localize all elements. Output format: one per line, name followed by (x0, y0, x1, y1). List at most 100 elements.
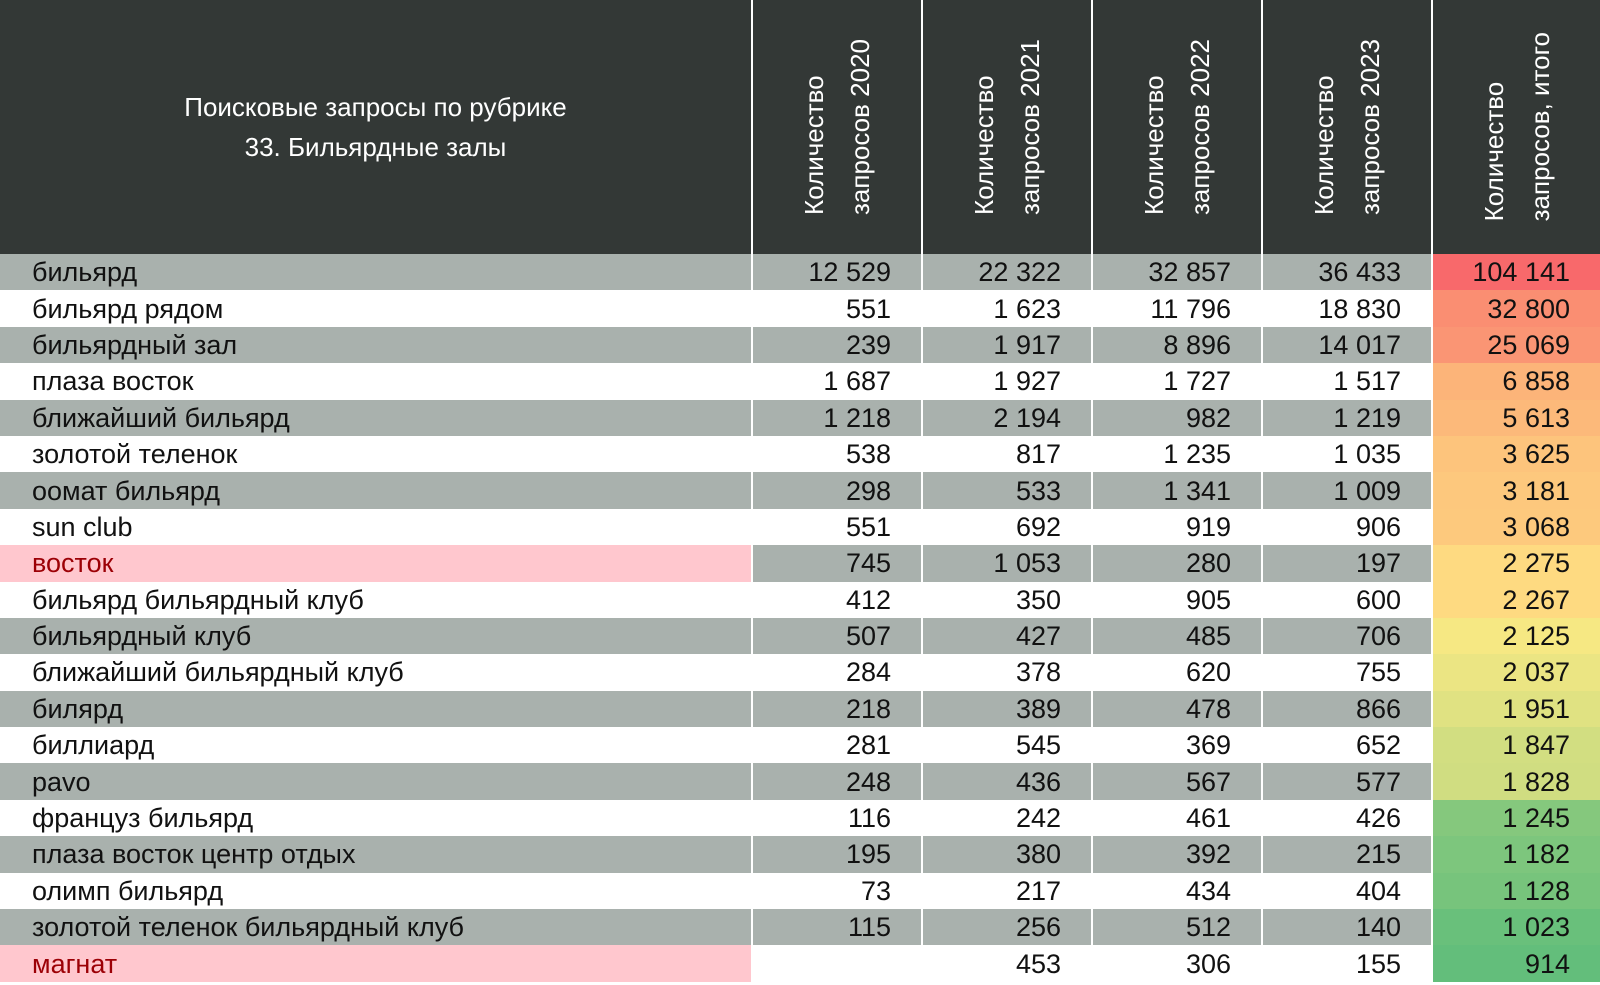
count-2021-cell: 256 (922, 909, 1093, 946)
count-2023-cell: 1 517 (1262, 363, 1433, 400)
count-2021-cell: 378 (922, 654, 1093, 691)
count-2020-cell: 507 (752, 617, 923, 655)
column-header-2022-line-2: запросов 2022 (1185, 38, 1215, 215)
count-2020-cell: 745 (752, 545, 923, 582)
count-2022-cell: 32 857 (1092, 254, 1263, 291)
column-header-2023: Количество запросов 2023 (1262, 0, 1433, 254)
count-2023-cell: 652 (1262, 727, 1433, 764)
count-2020-cell: 412 (752, 581, 923, 618)
count-2020-cell: 1 687 (752, 363, 923, 400)
count-2022-cell: 905 (1092, 581, 1263, 618)
count-2023-cell: 577 (1262, 763, 1433, 800)
count-2022-cell: 8 896 (1092, 326, 1263, 364)
query-name-cell: бильярд рядом (0, 290, 753, 327)
count-2022-cell: 392 (1092, 836, 1263, 873)
count-2021-cell: 389 (922, 690, 1093, 728)
count-total-cell: 1 128 (1432, 872, 1600, 910)
query-name-cell: плаза восток центр отдых (0, 836, 753, 873)
count-2021-cell: 217 (922, 872, 1093, 910)
count-2021-cell: 817 (922, 435, 1093, 473)
count-2022-cell: 306 (1092, 945, 1263, 982)
count-2022-cell: 919 (1092, 508, 1263, 546)
table-row: плаза восток 1 687 1 927 1 727 1 517 6 858 (0, 363, 1600, 400)
count-total-cell: 1 245 (1432, 799, 1600, 837)
count-2021-cell: 436 (922, 763, 1093, 800)
query-name-cell: бильярд бильярдный клуб (0, 581, 753, 618)
count-total-cell: 2 037 (1432, 654, 1600, 691)
query-name-cell: бильярдный зал (0, 326, 753, 364)
table-row: бильярдный зал 239 1 917 8 896 14 017 25 069 (0, 326, 1600, 364)
table-row: бильярд 12 529 22 322 32 857 36 433 104 141 (0, 254, 1600, 291)
column-header-2023-line-2: запросов 2023 (1355, 38, 1385, 215)
count-2022-cell: 567 (1092, 763, 1263, 800)
table-row: француз бильярд 116 242 461 426 1 245 (0, 799, 1600, 837)
count-2023-cell: 706 (1262, 617, 1433, 655)
count-2021-cell: 1 053 (922, 545, 1093, 582)
count-2022-cell: 478 (1092, 690, 1263, 728)
count-total-cell: 32 800 (1432, 290, 1600, 327)
count-total-cell: 1 828 (1432, 763, 1600, 800)
count-2023-cell: 18 830 (1262, 290, 1433, 327)
count-2023-cell: 426 (1262, 799, 1433, 837)
column-header-total-line-1: Количество (1478, 82, 1509, 222)
count-2021-cell: 692 (922, 508, 1093, 546)
count-2023-cell: 14 017 (1262, 326, 1433, 364)
column-header-2020: Количество запросов 2020 (752, 0, 923, 254)
column-header-2021-line-2: запросов 2021 (1015, 38, 1045, 215)
count-2023-cell: 36 433 (1262, 254, 1433, 291)
query-name-cell: pavo (0, 763, 753, 800)
count-total-cell: 5 613 (1432, 399, 1600, 436)
count-2021-cell: 545 (922, 727, 1093, 764)
count-2020-cell: 538 (752, 435, 923, 473)
count-2021-cell: 350 (922, 581, 1093, 618)
table-title-line-1: Поисковые запросы по рубрике (184, 92, 567, 122)
count-total-cell: 25 069 (1432, 326, 1600, 364)
table-row: магнат 453 306 155 914 (0, 945, 1600, 982)
count-2020-cell: 281 (752, 727, 923, 764)
count-2023-cell: 755 (1262, 654, 1433, 691)
count-2021-cell: 242 (922, 799, 1093, 837)
table-row: бильярд рядом 551 1 623 11 796 18 830 32 800 (0, 290, 1600, 327)
query-name-cell: биллиард (0, 727, 753, 764)
query-name-cell: восток (0, 545, 753, 582)
count-2020-cell: 551 (752, 508, 923, 546)
count-2020-cell: 218 (752, 690, 923, 728)
count-2021-cell: 1 623 (922, 290, 1093, 327)
count-2022-cell: 1 341 (1092, 472, 1263, 509)
count-2023-cell: 215 (1262, 836, 1433, 873)
column-header-total: Количество запросов, итого (1432, 0, 1600, 254)
table-title: Поисковые запросы по рубрике 33. Бильярд… (0, 0, 753, 254)
table-row: олимп бильярд 73 217 434 404 1 128 (0, 872, 1600, 910)
count-2023-cell: 1 219 (1262, 399, 1433, 436)
count-2022-cell: 11 796 (1092, 290, 1263, 327)
count-2020-cell: 239 (752, 326, 923, 364)
count-2020-cell: 115 (752, 909, 923, 946)
count-2023-cell: 866 (1262, 690, 1433, 728)
count-2022-cell: 461 (1092, 799, 1263, 837)
count-2020-cell: 1 218 (752, 399, 923, 436)
query-name-cell: билярд (0, 690, 753, 728)
column-header-2021: Количество запросов 2021 (922, 0, 1093, 254)
table-row: золотой теленок 538 817 1 235 1 035 3 625 (0, 435, 1600, 473)
column-header-2022: Количество запросов 2022 (1092, 0, 1263, 254)
column-header-2023-line-1: Количество (1309, 75, 1339, 215)
count-2023-cell: 140 (1262, 909, 1433, 946)
count-2022-cell: 485 (1092, 617, 1263, 655)
count-2020-cell: 73 (752, 872, 923, 910)
count-2021-cell: 1 927 (922, 363, 1093, 400)
query-name-cell: олимп бильярд (0, 872, 753, 910)
count-2022-cell: 1 727 (1092, 363, 1263, 400)
query-name-cell: бильярд (0, 254, 753, 291)
column-header-2020-line-2: запросов 2020 (845, 38, 875, 215)
count-2020-cell: 551 (752, 290, 923, 327)
count-2023-cell: 404 (1262, 872, 1433, 910)
query-name-cell: француз бильярд (0, 799, 753, 837)
count-2020-cell: 195 (752, 836, 923, 873)
table-row: sun club 551 692 919 906 3 068 (0, 508, 1600, 546)
count-total-cell: 2 275 (1432, 545, 1600, 582)
table-row: pavo 248 436 567 577 1 828 (0, 763, 1600, 800)
count-total-cell: 2 125 (1432, 617, 1600, 655)
count-2022-cell: 512 (1092, 909, 1263, 946)
